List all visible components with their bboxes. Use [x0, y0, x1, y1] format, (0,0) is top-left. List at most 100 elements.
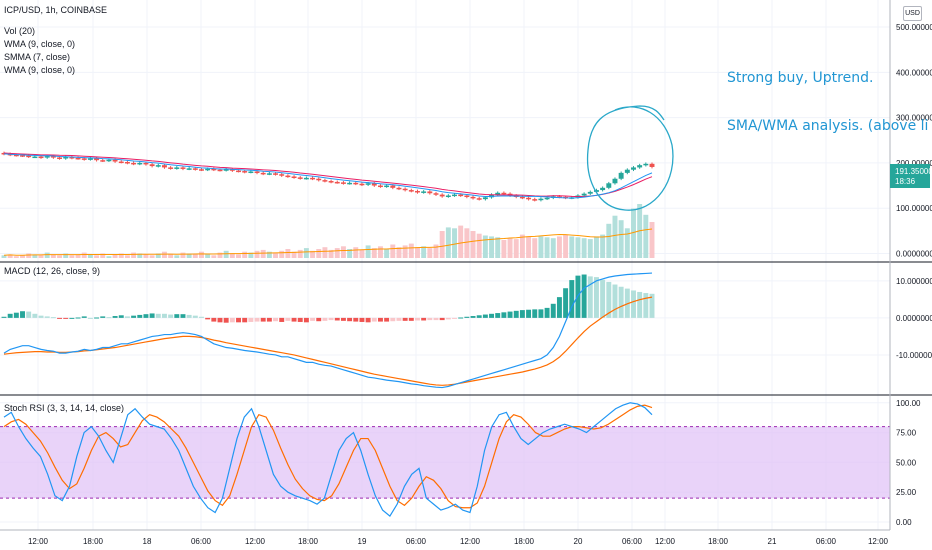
candle-body-17	[106, 159, 112, 162]
candle-body-44	[273, 173, 279, 175]
price-axis[interactable]: 500.00000000 400.00000000 300.00000000 200.…	[896, 23, 932, 527]
stoch-rsi-band	[0, 426, 890, 499]
volume-bar-101	[624, 228, 630, 258]
macd-hist-bar-90	[556, 297, 562, 318]
macd-hist-bar-42	[260, 317, 266, 322]
volume-bar-90	[556, 236, 562, 258]
volume-bar-16	[100, 253, 106, 258]
macd-hist-bar-65	[402, 317, 408, 321]
candle-body-69	[427, 191, 433, 194]
volume-bar-20	[124, 255, 130, 258]
candle-body-94	[581, 193, 587, 196]
stoch-rsi-lines	[3, 402, 653, 517]
volume-bar-104	[643, 214, 649, 258]
price-tick-label-2: 300.00000000	[896, 114, 932, 123]
volume-bar-27	[168, 254, 174, 258]
candle-body-74	[458, 194, 464, 197]
macd-label[interactable]: MACD (12, 26, close, 9)	[4, 266, 100, 276]
volume-bar-52	[322, 247, 328, 258]
macd-hist-bar-77	[476, 315, 482, 318]
macd-hist-bar-89	[550, 303, 556, 318]
volume-bar-93	[575, 237, 581, 258]
candle-body-81	[501, 192, 507, 195]
macd-hist-bar-23	[143, 314, 149, 318]
macd-hist-bar-56	[347, 317, 353, 322]
candle-body-21	[131, 162, 137, 165]
candle-body-50	[310, 177, 316, 180]
volume-bar-54	[334, 248, 340, 258]
candle-body-19	[118, 161, 124, 164]
macd-hist-bar-80	[495, 313, 501, 318]
candle-body-48	[297, 177, 303, 179]
candle-body-8	[50, 156, 56, 158]
volume-bar-57	[353, 247, 359, 258]
candle-body-33	[205, 168, 211, 171]
time-tick-label-8: 12:00	[460, 537, 481, 546]
time-tick-label-2: 18	[143, 537, 152, 546]
volume-bar-63	[390, 244, 396, 258]
candle-body-0	[1, 152, 7, 155]
currency-button[interactable]: USD	[903, 6, 922, 21]
macd-hist-bar-75	[464, 316, 470, 318]
macd-lines	[3, 272, 653, 389]
candle-body-67	[415, 190, 420, 193]
indicator-label-wma-1[interactable]: WMA (9, close, 0)	[4, 39, 75, 49]
candle-body-4	[26, 155, 32, 158]
candle-body-57	[353, 182, 359, 185]
smma-line	[3, 152, 653, 198]
macd-hist-bar-41	[254, 317, 260, 322]
volume-bar-40	[248, 252, 254, 258]
volume-bar-70	[433, 244, 439, 258]
macd-hist-bar-78	[482, 314, 488, 318]
volume-bar-51	[316, 249, 322, 258]
volume-bar-102	[631, 208, 636, 258]
volume-bar-42	[260, 249, 266, 258]
candle-body-61	[377, 185, 383, 188]
candle-body-43	[266, 173, 272, 175]
indicator-label-smma[interactable]: SMMA (7, close)	[4, 52, 70, 62]
last-price-value: 191.35000000	[895, 167, 932, 176]
volume-bar-105	[649, 222, 655, 258]
annotation-strong-buy[interactable]: Strong buy, Uptrend.	[727, 70, 873, 86]
volume-bar-2	[13, 256, 19, 258]
volume-bar-26	[161, 251, 167, 258]
candle-body-47	[291, 176, 297, 178]
stoch-rsi-label[interactable]: Stoch RSI (3, 3, 14, 14, close)	[4, 403, 124, 413]
time-tick-label-12: 12:00	[655, 537, 676, 546]
volume-bar-1	[7, 254, 13, 258]
candle-body-22	[137, 162, 143, 165]
candle-body-73	[452, 194, 457, 197]
macd-hist-bar-33	[205, 317, 211, 320]
candle-body-14	[87, 158, 93, 160]
macd-hist-bar-11	[69, 317, 75, 319]
macd-hist-bar-50	[310, 317, 316, 321]
annotation-sma-wma[interactable]: SMA/WMA analysis. (above li	[727, 118, 928, 134]
candle-body-63	[390, 185, 396, 188]
volume-bar-3	[20, 255, 25, 258]
macd-hist-bar-87	[538, 309, 544, 318]
volume-bar-22	[137, 253, 143, 258]
macd-hist-bar-8	[50, 317, 56, 319]
volume-bar-33	[205, 253, 211, 258]
candle-body-42	[260, 172, 266, 175]
symbol-title[interactable]: ICP/USD, 1h, COINBASE	[4, 5, 107, 15]
volume-bar-44	[273, 252, 279, 258]
annotation-circle[interactable]	[586, 105, 674, 211]
indicator-label-vol[interactable]: Vol (20)	[4, 26, 35, 36]
candle-body-100	[618, 172, 624, 179]
candle-body-90	[556, 196, 562, 198]
macd-hist-bar-94	[581, 274, 587, 318]
volume-bar-34	[211, 255, 217, 258]
macd-hist-bar-64	[396, 317, 402, 321]
macd-hist-bar-19	[118, 315, 124, 318]
candle-body-18	[112, 159, 118, 162]
time-axis[interactable]: 12:00 18:00 18 06:00 12:00 18:00 19 06:00 12:00 1…	[28, 537, 889, 546]
volume-bar-45	[279, 250, 285, 258]
indicator-label-wma-2[interactable]: WMA (9, close, 0)	[4, 65, 75, 75]
volume-bar-18	[112, 254, 118, 258]
candle-body-77	[476, 198, 482, 200]
price-tick-label-5: 0.00000000	[896, 249, 932, 258]
price-tick-label-0: 500.00000000	[896, 23, 932, 32]
macd-hist-bar-54	[334, 317, 340, 321]
